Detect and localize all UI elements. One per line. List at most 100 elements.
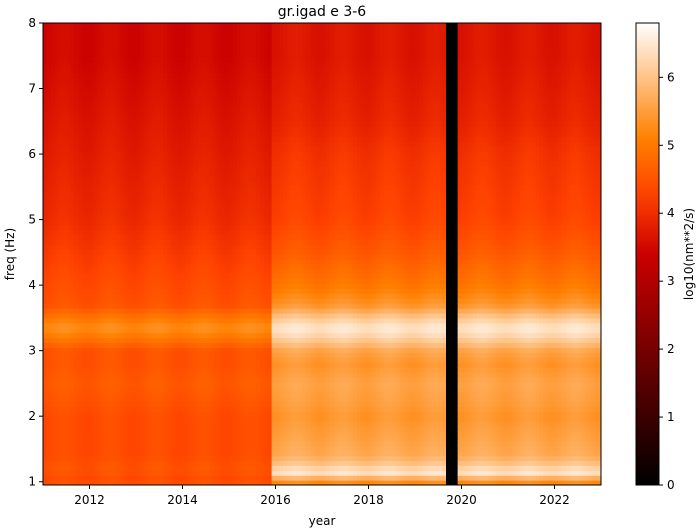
heatmap-cell (50, 273, 56, 280)
heatmap-cell (240, 342, 246, 348)
heatmap-cell (190, 357, 195, 363)
heatmap-cell (186, 165, 191, 172)
heatmap-cell (77, 332, 83, 339)
heatmap-cell (46, 480, 52, 485)
heatmap-cell (213, 347, 218, 353)
heatmap-cell (232, 145, 238, 152)
heatmap-cell (116, 406, 122, 412)
heatmap-cell (186, 391, 191, 398)
heatmap-cell (74, 332, 79, 339)
heatmap-cell (229, 190, 234, 196)
heatmap-cell (178, 106, 184, 113)
heatmap-cell (66, 106, 71, 113)
heatmap-cell (46, 52, 52, 58)
heatmap-cell (128, 386, 133, 393)
heatmap-cell (236, 455, 242, 462)
heatmap-cell (43, 219, 48, 226)
heatmap-cell (128, 185, 133, 191)
heatmap-cell (54, 416, 60, 422)
heatmap-cell (229, 106, 234, 113)
heatmap-cell (190, 195, 195, 201)
heatmap-cell (62, 371, 67, 378)
heatmap-cell (101, 357, 106, 363)
heatmap-cell (89, 317, 94, 324)
heatmap-cell (132, 199, 137, 206)
heatmap-cell (151, 440, 156, 447)
heatmap-cell (132, 126, 137, 132)
heatmap-cell (93, 72, 98, 78)
heatmap-cell (174, 175, 180, 181)
heatmap-cell (225, 111, 230, 117)
heatmap-cell (97, 460, 102, 466)
heatmap-cell (213, 440, 218, 447)
heatmap-cell (240, 190, 246, 196)
heatmap-cell (112, 312, 118, 319)
heatmap-cell (232, 435, 238, 442)
heatmap-cell (50, 401, 56, 407)
heatmap-cell (46, 263, 52, 270)
heatmap-cell (186, 440, 191, 447)
heatmap-cell (217, 170, 222, 176)
heatmap-cell (62, 219, 67, 226)
heatmap-cell (201, 72, 207, 78)
heatmap-cell (201, 293, 207, 299)
heatmap-cell (182, 416, 187, 422)
heatmap-cell (182, 406, 187, 412)
heatmap-cell (209, 416, 215, 422)
heatmap-cell (70, 337, 75, 344)
heatmap-cell (143, 283, 149, 289)
heatmap-cell (236, 195, 242, 201)
heatmap-cell (58, 47, 63, 54)
heatmap-cell (209, 367, 215, 373)
heatmap-cell (85, 209, 91, 216)
heatmap-cell (170, 416, 176, 422)
heatmap-cell (225, 362, 230, 368)
heatmap-cell (132, 401, 137, 407)
heatmap-cell (50, 371, 56, 378)
heatmap-cell (54, 131, 60, 137)
heatmap-cell (151, 81, 156, 88)
heatmap-cell (209, 480, 215, 485)
heatmap-cell (209, 126, 215, 132)
heatmap-cell (163, 106, 168, 113)
heatmap-cell (50, 27, 56, 34)
heatmap-cell (225, 421, 230, 427)
heatmap-cell (66, 278, 71, 285)
heatmap-cell (101, 440, 106, 447)
heatmap-cell (54, 401, 60, 407)
heatmap-cell (143, 293, 149, 299)
heatmap-cell (70, 445, 75, 452)
heatmap-cell (221, 317, 226, 324)
heatmap-cell (93, 131, 98, 137)
heatmap-cell (236, 23, 242, 29)
heatmap-cell (182, 367, 187, 373)
heatmap-cell (108, 327, 114, 334)
heatmap-cell (66, 317, 71, 324)
heatmap-cell (77, 362, 83, 368)
heatmap-cell (89, 445, 94, 452)
heatmap-cell (159, 327, 164, 334)
heatmap-cell (89, 303, 94, 309)
heatmap-cell (112, 367, 118, 373)
heatmap-cell (70, 465, 75, 471)
heatmap-cell (124, 386, 129, 393)
heatmap-cell (217, 131, 222, 137)
heatmap-cell (186, 455, 191, 462)
heatmap-cell (159, 111, 164, 117)
heatmap-cell (136, 42, 141, 49)
heatmap-cell (85, 204, 91, 211)
heatmap-cell (139, 391, 145, 398)
heatmap-cell (240, 406, 246, 412)
heatmap-cell (201, 160, 207, 167)
heatmap-cell (108, 249, 114, 255)
heatmap-cell (155, 381, 160, 388)
heatmap-cell (225, 278, 230, 285)
heatmap-cell (54, 209, 60, 216)
heatmap-cell (170, 136, 176, 142)
heatmap-cell (143, 337, 149, 344)
heatmap-cell (143, 367, 149, 373)
heatmap-cell (182, 234, 187, 240)
heatmap-cell (54, 62, 60, 68)
heatmap-cell (221, 131, 226, 137)
heatmap-cell (229, 72, 234, 78)
